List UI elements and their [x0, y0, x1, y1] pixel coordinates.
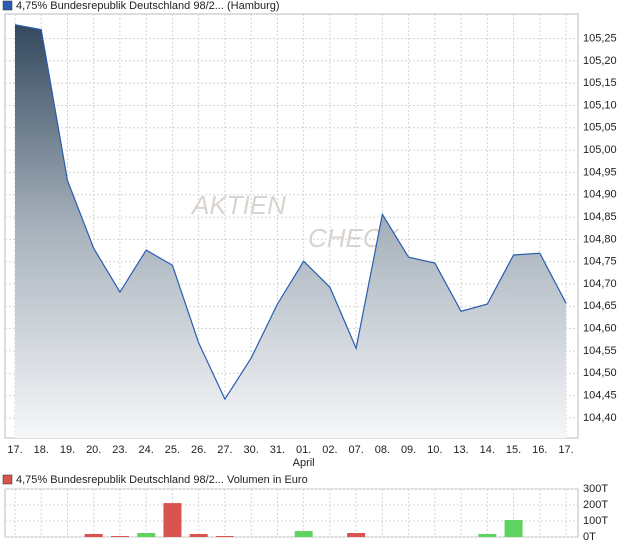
x-tick-label: 27.: [217, 444, 232, 456]
x-tick-label: 25.: [165, 444, 180, 456]
x-tick-label: 24.: [139, 444, 154, 456]
x-tick-label: 31.: [270, 444, 285, 456]
y-tick-label: 104,85: [583, 211, 617, 223]
y-tick-label: 0T: [583, 531, 596, 543]
x-tick-label: 14.: [480, 444, 495, 456]
legend-title: 4,75% Bundesrepublik Deutschland 98/2...…: [16, 0, 280, 12]
y-tick-label: 105,05: [583, 122, 617, 134]
x-annotation: April: [293, 457, 315, 469]
x-tick-label: 07.: [348, 444, 363, 456]
y-tick-label: 104,70: [583, 278, 617, 290]
volume-bar: [478, 533, 497, 537]
y-tick-label: 105,00: [583, 144, 617, 156]
volume-bar: [110, 536, 129, 537]
watermark: AKTIEN: [190, 190, 286, 220]
x-tick-label: 26.: [191, 444, 206, 456]
y-tick-label: 105,15: [583, 77, 617, 89]
y-tick-label: 105,10: [583, 99, 617, 111]
x-tick-label: 19.: [60, 444, 75, 456]
plot-frame: [4, 488, 579, 538]
x-tick-label: 09.: [401, 444, 416, 456]
y-tick-label: 104,50: [583, 367, 617, 379]
y-tick-label: 104,45: [583, 390, 617, 402]
x-tick-label: 01.: [296, 444, 311, 456]
y-tick-label: 300T: [583, 483, 608, 495]
x-tick-label: 17.: [558, 444, 573, 456]
x-tick-label: 10.: [427, 444, 442, 456]
x-tick-label: 20.: [86, 444, 101, 456]
x-tick-label: 08.: [375, 444, 390, 456]
x-tick-label: 23.: [112, 444, 127, 456]
x-tick-label: 16.: [532, 444, 547, 456]
y-tick-label: 104,90: [583, 189, 617, 201]
volume-bar: [347, 533, 366, 537]
legend-swatch: [2, 474, 13, 485]
x-tick-label: 17.: [7, 444, 22, 456]
area-fill: [15, 24, 567, 438]
y-tick-label: 100T: [583, 515, 608, 527]
volume-bar: [163, 503, 182, 537]
y-tick-label: 104,80: [583, 233, 617, 245]
price-line: [14, 24, 567, 401]
y-tick-label: 105,25: [583, 32, 617, 44]
volume-bar: [137, 533, 156, 537]
volume-bar: [504, 520, 523, 537]
volume-bar: [294, 531, 313, 537]
x-tick-label: 15.: [506, 444, 521, 456]
x-tick-label: 13.: [453, 444, 468, 456]
y-tick-label: 104,40: [583, 412, 617, 424]
volume-bar: [84, 533, 103, 537]
x-tick-label: 02.: [322, 444, 337, 456]
y-tick-label: 200T: [583, 499, 608, 511]
volume-bar: [189, 533, 208, 537]
x-tick-label: 30.: [244, 444, 259, 456]
y-tick-label: 104,65: [583, 300, 617, 312]
y-tick-label: 105,20: [583, 55, 617, 67]
legend-swatch: [2, 0, 13, 11]
x-tick-label: 18.: [34, 444, 49, 456]
volume-bar: [215, 536, 234, 537]
y-tick-label: 104,60: [583, 323, 617, 335]
y-tick-label: 104,95: [583, 166, 617, 178]
y-tick-label: 104,75: [583, 256, 617, 268]
legend-title: 4,75% Bundesrepublik Deutschland 98/2...…: [16, 474, 308, 486]
y-tick-label: 104,55: [583, 345, 617, 357]
